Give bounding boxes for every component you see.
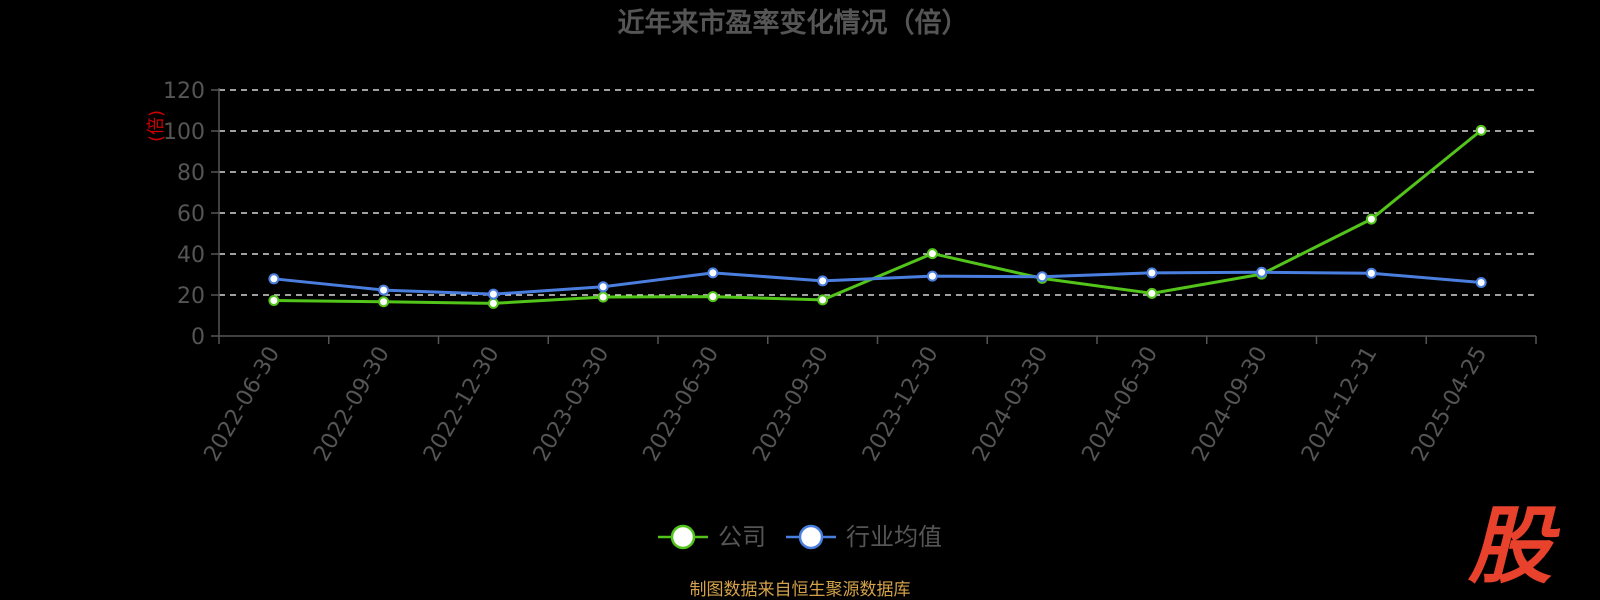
x-tick-label: 2022-12-30 — [419, 343, 505, 466]
legend-label: 公司 — [718, 523, 766, 551]
y-tick-label: 120 — [163, 79, 205, 104]
y-tick-label: 40 — [177, 243, 205, 268]
data-point[interactable] — [1365, 267, 1377, 279]
x-tick-label: 2024-03-30 — [968, 343, 1054, 466]
x-tick-label: 2023-06-30 — [638, 343, 724, 466]
x-tick-label: 2023-12-30 — [858, 343, 944, 466]
data-point[interactable] — [817, 275, 829, 287]
data-point[interactable] — [926, 248, 938, 260]
series — [268, 124, 1487, 309]
data-point[interactable] — [817, 294, 829, 306]
legend-marker — [798, 524, 824, 550]
x-tick-label: 2025-04-25 — [1407, 343, 1493, 466]
data-point[interactable] — [707, 291, 719, 303]
legend-item[interactable]: 公司 — [658, 523, 766, 551]
grid — [219, 89, 1536, 296]
x-tick-label: 2022-09-30 — [309, 343, 395, 466]
chart-title: 近年来市盈率变化情况（倍） — [618, 7, 969, 39]
y-tick-label: 20 — [177, 284, 205, 309]
data-point[interactable] — [707, 267, 719, 279]
data-point[interactable] — [1036, 271, 1048, 283]
data-point[interactable] — [268, 295, 280, 307]
data-point[interactable] — [487, 297, 499, 309]
data-point[interactable] — [268, 273, 280, 285]
source-note: 制图数据来自恒生聚源数据库 — [690, 580, 911, 600]
y-axis-label: (倍) — [146, 110, 167, 142]
data-point[interactable] — [1146, 287, 1158, 299]
x-tick-label: 2023-09-30 — [748, 343, 834, 466]
x-tick-label: 2024-12-31 — [1297, 343, 1383, 466]
data-point[interactable] — [926, 270, 938, 282]
x-tick-label: 2024-09-30 — [1187, 343, 1273, 466]
y-tick-label: 100 — [163, 120, 205, 145]
data-point[interactable] — [1256, 266, 1268, 278]
y-tick-label: 0 — [191, 325, 205, 350]
data-point[interactable] — [378, 296, 390, 308]
data-point[interactable] — [597, 291, 609, 303]
data-point[interactable] — [597, 281, 609, 293]
series-line-1 — [273, 270, 1482, 296]
x-tick-label: 2023-03-30 — [529, 343, 615, 466]
series-line-0 — [273, 129, 1483, 305]
y-tick-label: 60 — [177, 202, 205, 227]
data-point[interactable] — [1475, 276, 1487, 288]
legend-item[interactable]: 行业均值 — [786, 523, 942, 551]
x-tick-label: 2024-06-30 — [1077, 343, 1163, 466]
legend-label: 行业均值 — [846, 523, 942, 551]
data-point[interactable] — [487, 288, 499, 300]
y-tick-label: 80 — [177, 161, 205, 186]
data-point[interactable] — [378, 284, 390, 296]
data-point[interactable] — [1146, 267, 1158, 279]
data-point[interactable] — [1365, 213, 1377, 225]
data-point[interactable] — [1475, 124, 1487, 136]
logo-glyph: 股 — [1467, 497, 1561, 595]
x-tick-label: 2022-06-30 — [199, 343, 285, 466]
legend-marker — [670, 524, 696, 550]
legend[interactable]: 公司 行业均值 — [658, 523, 942, 551]
